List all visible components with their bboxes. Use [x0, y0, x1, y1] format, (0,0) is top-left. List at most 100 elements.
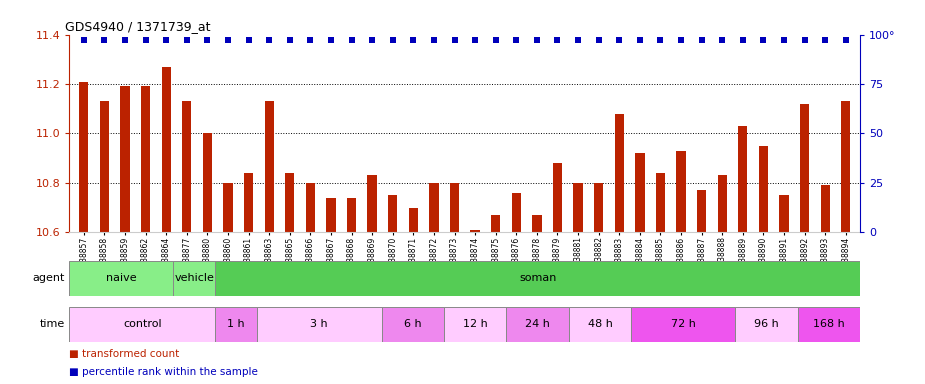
- Bar: [676, 151, 685, 232]
- Bar: [69, 307, 215, 342]
- Bar: [223, 183, 232, 232]
- Bar: [257, 307, 382, 342]
- Bar: [120, 86, 130, 232]
- Point: [117, 37, 132, 43]
- Bar: [265, 101, 274, 232]
- Bar: [800, 104, 809, 232]
- Text: 48 h: 48 h: [587, 319, 612, 329]
- Point: [324, 37, 339, 43]
- Text: naive: naive: [106, 273, 137, 283]
- Bar: [738, 126, 747, 232]
- Bar: [780, 195, 789, 232]
- Text: 12 h: 12 h: [462, 319, 487, 329]
- Bar: [174, 261, 215, 296]
- Point: [488, 37, 503, 43]
- Bar: [569, 307, 631, 342]
- Point: [303, 37, 318, 43]
- Text: agent: agent: [32, 273, 65, 283]
- Point: [220, 37, 235, 43]
- Point: [653, 37, 668, 43]
- Bar: [80, 81, 89, 232]
- Bar: [635, 153, 645, 232]
- Point: [200, 37, 215, 43]
- Point: [715, 37, 730, 43]
- Bar: [507, 307, 569, 342]
- Bar: [718, 175, 727, 232]
- Point: [571, 37, 586, 43]
- Point: [426, 37, 441, 43]
- Bar: [305, 183, 315, 232]
- Bar: [491, 215, 500, 232]
- Point: [529, 37, 544, 43]
- Bar: [141, 86, 150, 232]
- Bar: [512, 193, 521, 232]
- Text: 24 h: 24 h: [525, 319, 550, 329]
- Bar: [574, 183, 583, 232]
- Bar: [841, 101, 850, 232]
- Point: [777, 37, 792, 43]
- Point: [97, 37, 112, 43]
- Point: [386, 37, 401, 43]
- Point: [797, 37, 812, 43]
- Bar: [69, 261, 174, 296]
- Bar: [409, 208, 418, 232]
- Point: [241, 37, 256, 43]
- Text: 72 h: 72 h: [671, 319, 696, 329]
- Bar: [735, 307, 797, 342]
- Bar: [382, 307, 444, 342]
- Bar: [215, 261, 860, 296]
- Point: [695, 37, 709, 43]
- Point: [77, 37, 92, 43]
- Text: ■ transformed count: ■ transformed count: [69, 349, 179, 359]
- Bar: [471, 230, 480, 232]
- Bar: [532, 215, 541, 232]
- Text: 1 h: 1 h: [227, 319, 245, 329]
- Point: [447, 37, 462, 43]
- Point: [838, 37, 853, 43]
- Text: 3 h: 3 h: [310, 319, 328, 329]
- Bar: [758, 146, 768, 232]
- Text: time: time: [40, 319, 65, 329]
- Bar: [285, 173, 294, 232]
- Bar: [162, 67, 171, 232]
- Point: [591, 37, 606, 43]
- Point: [406, 37, 421, 43]
- Bar: [614, 114, 624, 232]
- Text: 96 h: 96 h: [754, 319, 779, 329]
- Text: ■ percentile rank within the sample: ■ percentile rank within the sample: [69, 367, 258, 377]
- Text: vehicle: vehicle: [174, 273, 215, 283]
- Bar: [215, 307, 257, 342]
- Point: [262, 37, 277, 43]
- Bar: [697, 190, 707, 232]
- Text: control: control: [123, 319, 162, 329]
- Point: [756, 37, 771, 43]
- Bar: [429, 183, 438, 232]
- Point: [735, 37, 750, 43]
- Point: [550, 37, 565, 43]
- Point: [509, 37, 524, 43]
- Text: soman: soman: [519, 273, 556, 283]
- Bar: [631, 307, 735, 342]
- Bar: [450, 183, 459, 232]
- Point: [179, 37, 194, 43]
- Bar: [656, 173, 665, 232]
- Bar: [444, 307, 507, 342]
- Text: 168 h: 168 h: [813, 319, 845, 329]
- Bar: [388, 195, 398, 232]
- Bar: [347, 198, 356, 232]
- Bar: [203, 133, 212, 232]
- Text: 6 h: 6 h: [404, 319, 422, 329]
- Bar: [594, 183, 603, 232]
- Bar: [820, 185, 830, 232]
- Point: [159, 37, 174, 43]
- Bar: [182, 101, 191, 232]
- Bar: [553, 163, 562, 232]
- Bar: [797, 307, 860, 342]
- Point: [344, 37, 359, 43]
- Point: [818, 37, 833, 43]
- Point: [468, 37, 483, 43]
- Point: [282, 37, 297, 43]
- Bar: [367, 175, 376, 232]
- Point: [364, 37, 379, 43]
- Text: GDS4940 / 1371739_at: GDS4940 / 1371739_at: [66, 20, 211, 33]
